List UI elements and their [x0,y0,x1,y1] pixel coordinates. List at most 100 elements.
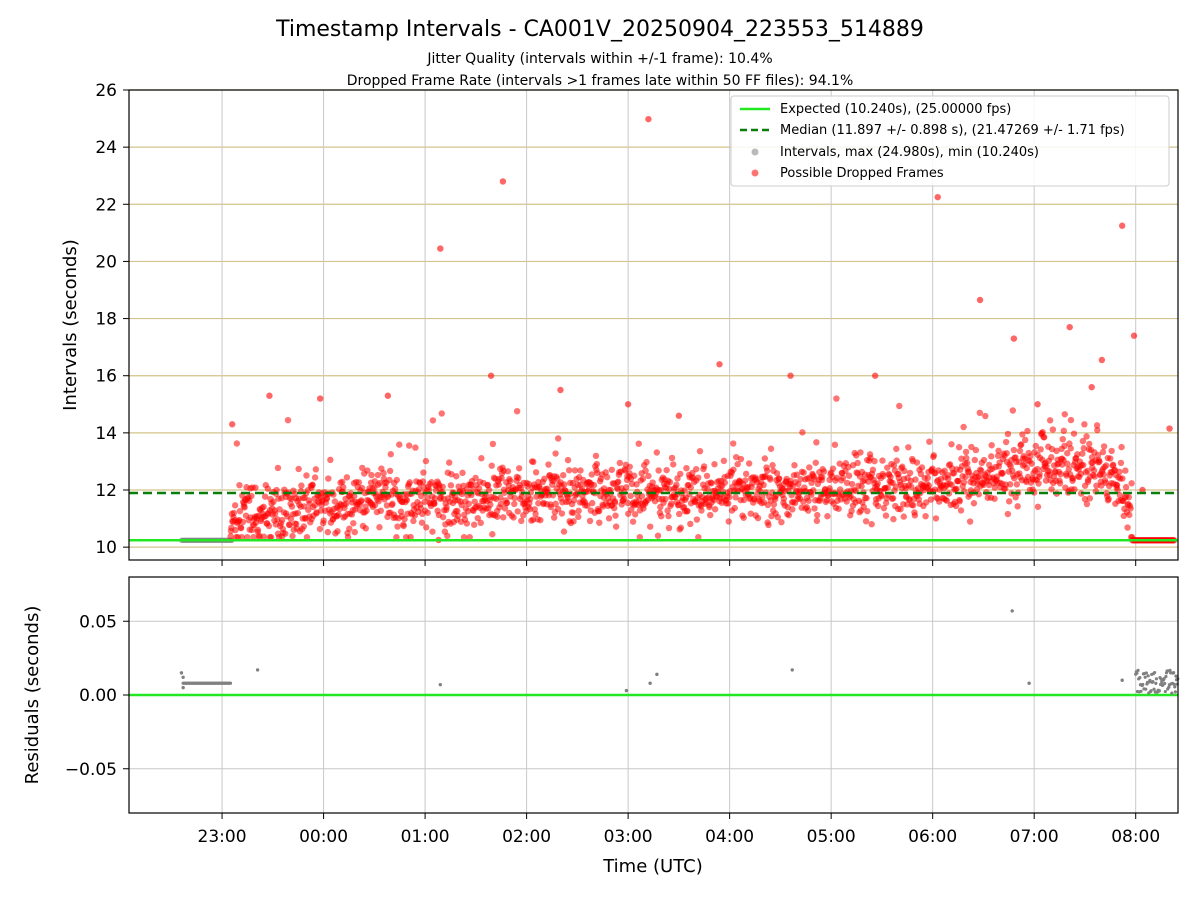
dropped-frame-point [1057,470,1064,478]
dropped-frame-point [554,435,562,442]
dropped-frame-point [327,456,334,464]
dropped-frame-outlier [675,412,683,419]
dropped-frame-point [797,475,804,483]
dropped-frame-point [376,479,383,487]
dropped-frame-point [826,485,833,492]
dropped-frame-point [871,457,878,465]
dropped-frame-point [646,523,654,530]
dropped-frame-point [552,500,559,508]
dropped-frame-point [1048,486,1055,493]
dropped-frame-point [963,454,970,462]
dropped-frame-point [698,507,705,514]
dropped-frame-outlier [1010,335,1018,342]
dropped-frame-point [695,474,702,481]
dropped-frame-point [725,500,732,507]
dropped-frame-point [489,440,497,448]
dropped-frame-point [300,523,308,530]
dropped-frame-point [489,531,496,538]
dropped-frame-point [642,467,649,474]
dropped-frame-point [976,409,984,417]
dropped-frame-point [665,524,673,532]
dropped-frame-point [868,521,875,528]
dropped-frame-point [889,495,897,502]
dropped-frame-point [884,464,891,471]
dropped-frame-point [311,474,319,481]
dropped-frame-point [1049,426,1057,433]
residual-point [648,681,652,685]
dropped-frame-outlier [716,361,723,368]
dropped-frame-point [596,519,603,526]
dropped-frame-point [1006,481,1014,488]
dropped-frame-point [391,485,399,493]
dropped-frame-point [799,429,806,436]
dropped-frame-point [376,524,383,531]
dropped-frame-point [423,524,430,531]
dropped-frame-point [700,463,708,470]
dropped-frame-point [340,483,347,491]
dropped-frame-point [231,502,239,509]
dropped-frame-point [769,462,776,469]
dropped-frame-point [666,486,673,493]
dropped-frame-point [612,512,619,519]
residual-point [1010,609,1014,613]
dropped-frame-point [948,441,955,448]
dropped-frame-outlier [229,421,236,428]
dropped-frame-point [848,507,855,515]
dropped-frame-outlier [557,386,564,394]
dropped-frame-point [577,467,584,474]
dropped-frame-point [1081,495,1089,503]
dropped-frame-point [504,468,512,475]
dropped-frame-point [298,482,305,489]
dropped-frame-point [669,461,677,468]
dropped-frame-point [636,533,643,541]
dropped-frame-point [725,518,732,525]
dropped-frame-point [824,513,831,520]
dropped-frame-point [1126,511,1133,519]
x-tick-label: 06:00 [908,827,957,847]
bottom-y-ticks: −0.05 0.00 0.05 [65,612,129,780]
dropped-frame-point [941,467,948,474]
dropped-frame-point [759,493,766,501]
dropped-frame-point [611,504,618,512]
dropped-frame-point [810,487,817,494]
dropped-frame-point [406,479,414,486]
dropped-frame-point [805,507,812,514]
dropped-frame-point [931,486,939,493]
dropped-frame-point [703,472,711,480]
dropped-frame-point [1127,505,1134,512]
legend-label-intervals: Intervals, max (24.980s), min (10.240s) [780,145,1039,160]
residual-point [790,668,794,672]
residual-point [1144,671,1148,675]
residual-point [1154,677,1159,681]
residual-point [1172,682,1176,686]
dropped-frame-point [630,472,638,479]
dropped-frame-point [629,518,637,525]
residual-point [1173,685,1177,689]
dropped-frame-point [1056,480,1064,487]
dropped-frame-point [477,519,484,527]
dropped-frame-outlier [871,372,879,379]
dropped-frame-point [1116,491,1124,499]
dropped-frame-point [918,464,926,471]
dropped-frame-point [424,509,431,516]
dropped-frame-point [570,497,578,504]
dropped-frame-point [405,442,413,449]
dropped-frame-point [460,533,468,541]
dropped-frame-point [890,462,898,469]
dropped-frame-outlier [787,372,794,379]
dropped-frame-point [988,442,995,449]
dropped-frame-point [485,486,493,494]
dropped-frame-point [233,440,241,447]
dropped-frame-point [358,484,366,492]
dropped-frame-point [334,528,341,535]
dropped-frame-point [1125,494,1133,501]
dropped-frame-point [616,459,624,467]
dropped-frame-point [422,457,430,465]
residual-point [1148,678,1152,682]
dropped-frame-point [991,484,999,491]
x-tick-label: 07:00 [1010,827,1059,847]
dropped-frame-point [960,423,967,431]
dropped-frame-point [1071,486,1078,493]
dropped-frame-point [811,505,818,512]
top-plot-frame [128,89,1179,561]
